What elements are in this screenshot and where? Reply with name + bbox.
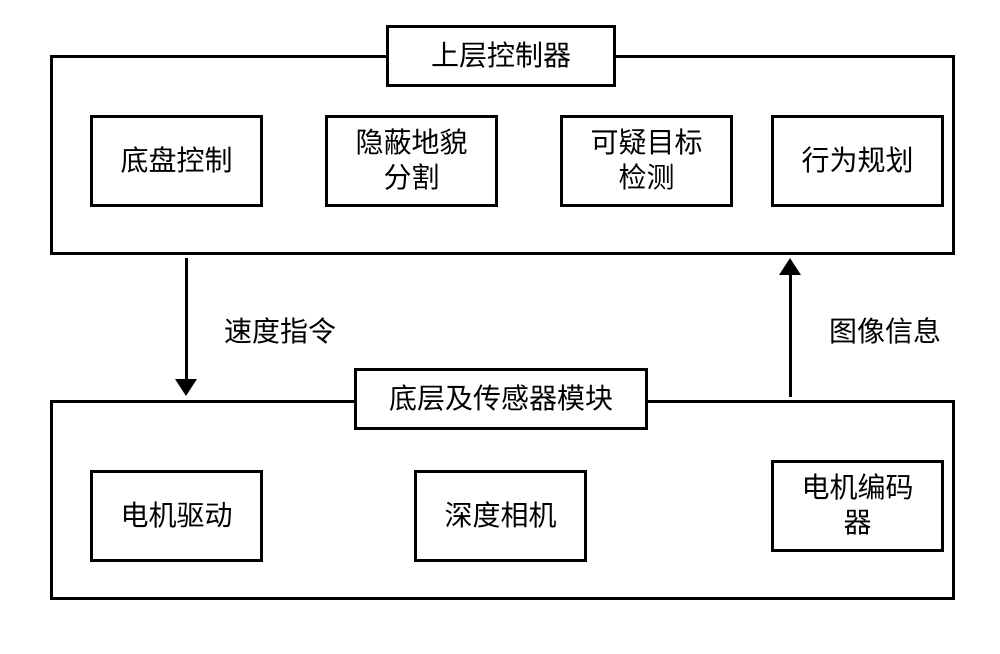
motor-encoder: 电机编码 器 xyxy=(771,460,944,552)
top-title: 上层控制器 xyxy=(386,25,616,87)
speed-cmd-arrow-head xyxy=(175,379,197,396)
target-detection: 可疑目标 检测 xyxy=(560,115,733,207)
behavior-planning: 行为规划 xyxy=(771,115,944,207)
motor-drive: 电机驱动 xyxy=(90,470,263,562)
terrain-segmentation: 隐蔽地貌 分割 xyxy=(325,115,498,207)
speed-cmd-arrow-line xyxy=(185,258,188,381)
image-info-arrow-head xyxy=(779,258,801,275)
diagram-canvas: 上层控制器底层及传感器模块 底盘控制隐蔽地貌 分割可疑目标 检测行为规划电机驱动 深… xyxy=(0,0,1000,654)
chassis-control: 底盘控制 xyxy=(90,115,263,207)
image-info-arrow-line xyxy=(789,275,792,398)
speed-cmd-arrow-label: 速度指令 xyxy=(215,310,345,350)
image-info-arrow-label: 图像信息 xyxy=(820,310,950,350)
bottom-title: 底层及传感器模块 xyxy=(354,368,648,430)
depth-camera: 深度相机 xyxy=(414,470,587,562)
